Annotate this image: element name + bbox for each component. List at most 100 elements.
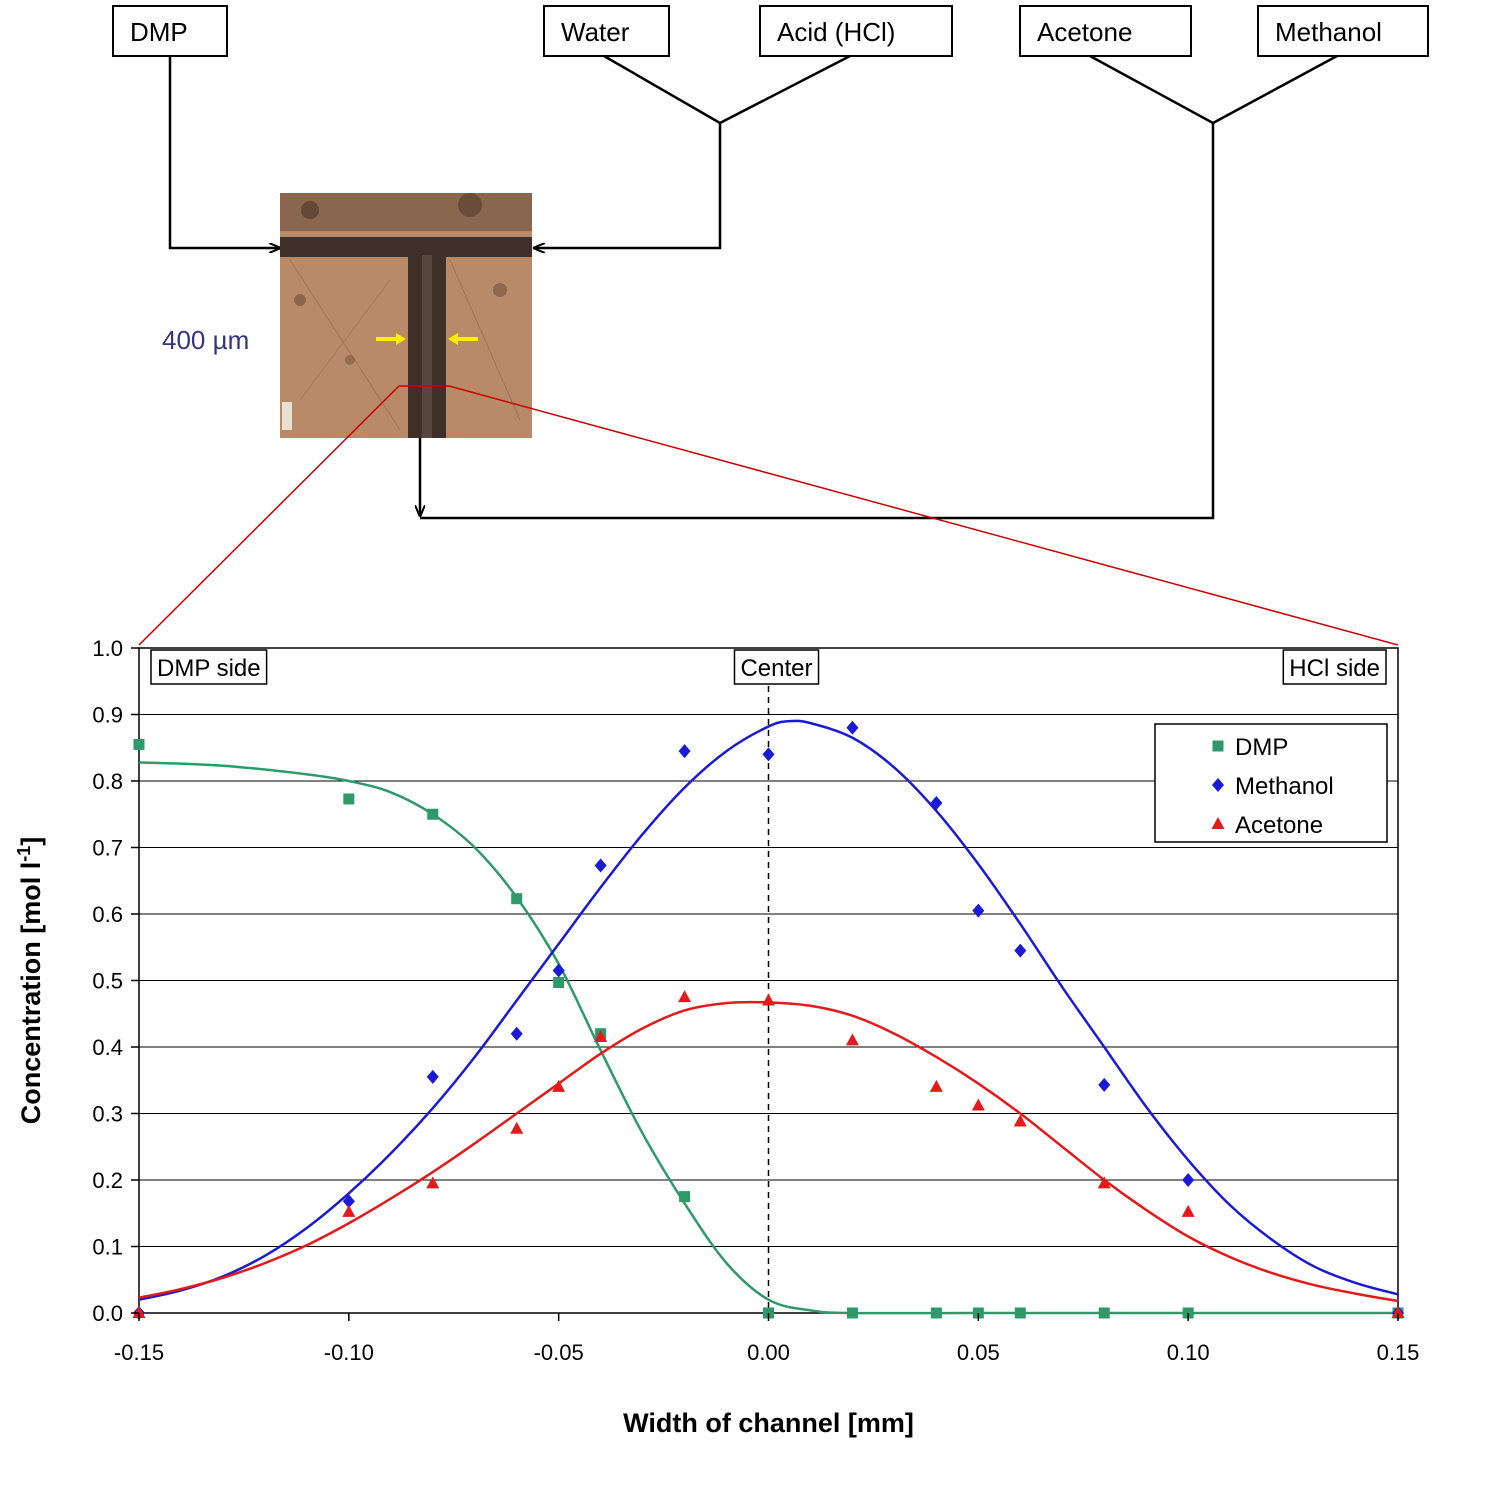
input-box-methanol: Methanol: [1257, 5, 1429, 57]
y-tick-label-6: 0.6: [92, 902, 123, 927]
y-tick-label-0: 0.0: [92, 1301, 123, 1326]
legend-marker-dmp: [1212, 740, 1224, 752]
point-acetone-8: [845, 1033, 859, 1046]
point-acetone-12: [1097, 1176, 1111, 1189]
x-tick-label-4: 0.05: [957, 1340, 1000, 1365]
point-dmp-8: [846, 1307, 858, 1319]
annotation-dmp-side-box: [150, 649, 268, 685]
annotation-dmp-side-text: DMP side: [157, 655, 261, 682]
x-tick-label-2: -0.05: [534, 1340, 584, 1365]
point-methanol-10: [972, 903, 985, 918]
input-box-acid: Acid (HCl): [759, 5, 953, 57]
input-label-acid: Acid (HCl): [777, 17, 895, 47]
point-acetone-13: [1181, 1204, 1195, 1217]
y-axis-title-main: Concentration [mol l: [16, 862, 46, 1125]
y-tick-label-9: 0.9: [92, 703, 123, 728]
point-acetone-6: [678, 990, 692, 1003]
input-label-dmp: DMP: [130, 17, 188, 47]
t-junction-micrograph: [280, 193, 532, 438]
point-acetone-14: [1391, 1306, 1405, 1318]
legend-box: [1154, 723, 1388, 843]
point-methanol-8: [846, 720, 859, 735]
point-acetone-9: [929, 1079, 943, 1092]
annotations: DMP side Center HCl side: [150, 649, 1387, 685]
point-acetone-0: [132, 1306, 146, 1318]
point-acetone-2: [426, 1176, 440, 1189]
acid-water-feed-line: [534, 123, 722, 248]
y-tick-label-5: 0.5: [92, 969, 123, 994]
y-tick-label-4: 0.4: [92, 1035, 123, 1060]
point-dmp-6: [679, 1191, 691, 1203]
y-axis-title-end: ]: [16, 837, 46, 846]
point-dmp-2: [427, 808, 439, 820]
point-methanol-2: [426, 1069, 439, 1084]
point-methanol-9: [930, 795, 943, 810]
legend-label-methanol: Methanol: [1235, 773, 1334, 800]
acetone-merge-line: [1089, 54, 1214, 125]
point-acetone-10: [971, 1098, 985, 1111]
point-methanol-13: [1182, 1173, 1195, 1187]
scale-label: 400 µm: [162, 325, 249, 355]
legend: DMP Methanol Acetone: [1154, 723, 1388, 843]
point-dmp-11: [1014, 1307, 1026, 1319]
zoom-lines: [138, 385, 1399, 646]
point-methanol-1: [342, 1194, 355, 1209]
legend-label-acetone: Acetone: [1235, 812, 1323, 839]
point-methanol-7: [762, 747, 775, 762]
x-tick-label-1: -0.10: [324, 1340, 374, 1365]
legend-marker-acetone: [1211, 817, 1225, 829]
x-tick-label-6: 0.15: [1377, 1340, 1420, 1365]
point-methanol-5: [594, 858, 607, 873]
acid-merge-line: [719, 54, 851, 125]
fit-curve-methanol: [138, 719, 1399, 1301]
point-dmp-1: [343, 793, 355, 805]
point-acetone-7: [762, 993, 775, 1006]
x-axis-title: Width of channel [mm]: [623, 1408, 914, 1438]
annotation-center-box: [733, 649, 820, 685]
annotation-hcl-side-text: HCl side: [1289, 655, 1380, 682]
point-dmp-9: [930, 1307, 942, 1319]
water-merge-line: [603, 54, 721, 125]
quench-feed-line: [420, 123, 1215, 520]
annotation-center-text: Center: [740, 655, 812, 682]
point-acetone-5: [594, 1030, 608, 1043]
point-methanol-3: [510, 1026, 523, 1041]
dmp-feed-line: [168, 56, 280, 248]
point-acetone-11: [1013, 1114, 1027, 1127]
y-tick-label-7: 0.7: [92, 836, 123, 861]
concentration-chart: 0.0 0.1 0.2 0.3 0.4 0.5 0.6 0.7 0.8 0.9 1.0 -0.15 -0…: [14, 636, 1419, 1438]
y-tick-label-1: 0.1: [92, 1235, 123, 1260]
y-tick-label-3: 0.3: [92, 1102, 123, 1127]
input-label-water: Water: [561, 17, 630, 47]
legend-marker-methanol: [1212, 778, 1224, 792]
point-methanol-6: [678, 744, 691, 759]
y-axis-title-superscript: -1: [14, 846, 34, 862]
y-tick-label-8: 0.8: [92, 769, 123, 794]
flow-diagram: DMP Water Acid (HCl) Acetone Methanol: [112, 5, 1429, 646]
x-tick-label-0: -0.15: [114, 1340, 164, 1365]
input-box-water: Water: [543, 5, 670, 57]
point-dmp-12: [1098, 1307, 1110, 1319]
y-tick-label-2: 0.2: [92, 1168, 123, 1193]
point-dmp-4: [553, 976, 565, 988]
input-box-acetone: Acetone: [1019, 5, 1192, 57]
legend-label-dmp: DMP: [1235, 734, 1288, 761]
point-methanol-4: [552, 963, 565, 978]
y-tick-label-10: 1.0: [92, 636, 123, 661]
point-methanol-11: [1014, 943, 1027, 958]
annotation-hcl-side-box: [1282, 649, 1387, 685]
input-box-dmp: DMP: [112, 5, 228, 57]
point-methanol-12: [1098, 1077, 1111, 1092]
input-label-methanol: Methanol: [1275, 17, 1382, 47]
point-dmp-0: [133, 738, 145, 750]
methanol-merge-line: [1212, 54, 1338, 125]
data-markers: [132, 720, 1405, 1320]
point-dmp-3: [511, 893, 523, 905]
input-label-acetone: Acetone: [1037, 17, 1132, 47]
y-axis-title: Concentration [mol l-1]: [14, 837, 46, 1125]
x-tick-label-3: 0.00: [747, 1340, 790, 1365]
point-acetone-1: [342, 1204, 356, 1217]
x-tick-label-5: 0.10: [1167, 1340, 1210, 1365]
